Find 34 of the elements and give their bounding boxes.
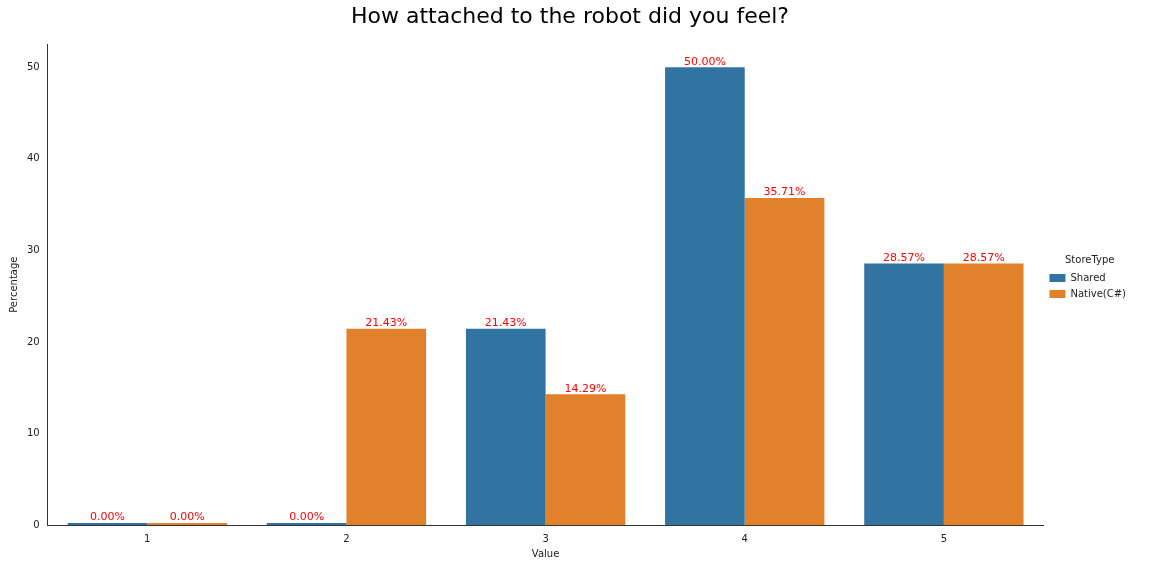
y-axis-title: Percentage: [7, 256, 19, 313]
data-label: 28.57%: [883, 250, 926, 264]
bar: [943, 263, 1024, 525]
data-label: 14.29%: [564, 381, 607, 395]
x-tick-label: 5: [940, 532, 948, 544]
bar: [346, 328, 427, 525]
data-label: 50.00%: [683, 54, 726, 68]
y-tick-label: 40: [26, 152, 40, 164]
bar: [545, 394, 626, 525]
legend-label: Native(C#): [1070, 287, 1127, 299]
x-axis-title: Value: [531, 547, 560, 559]
x-tick-label: 3: [542, 532, 549, 544]
data-label: 0.00%: [289, 510, 325, 524]
data-label: 0.00%: [89, 510, 125, 524]
y-tick-label: 20: [26, 335, 40, 347]
data-label: 21.43%: [484, 316, 527, 330]
data-label: 0.00%: [169, 510, 205, 524]
x-tick-label: 1: [144, 532, 151, 544]
x-tick-label: 2: [343, 532, 350, 544]
x-tick-label: 4: [741, 532, 748, 544]
data-label: 28.57%: [962, 250, 1005, 264]
chart-title: How attached to the robot did you feel?: [350, 2, 790, 28]
data-label: 21.43%: [365, 316, 408, 330]
y-tick-label: 30: [26, 243, 40, 255]
bar: [465, 328, 546, 525]
y-tick-label: 0: [33, 518, 40, 530]
bar: [864, 263, 944, 525]
y-tick-label: 50: [26, 60, 40, 72]
y-tick-label: 10: [26, 427, 40, 439]
legend-label: Shared: [1070, 271, 1106, 283]
bar: [744, 198, 825, 525]
data-label: 35.71%: [763, 185, 806, 199]
legend-title: StoreType: [1065, 253, 1115, 265]
bar: [665, 67, 745, 525]
